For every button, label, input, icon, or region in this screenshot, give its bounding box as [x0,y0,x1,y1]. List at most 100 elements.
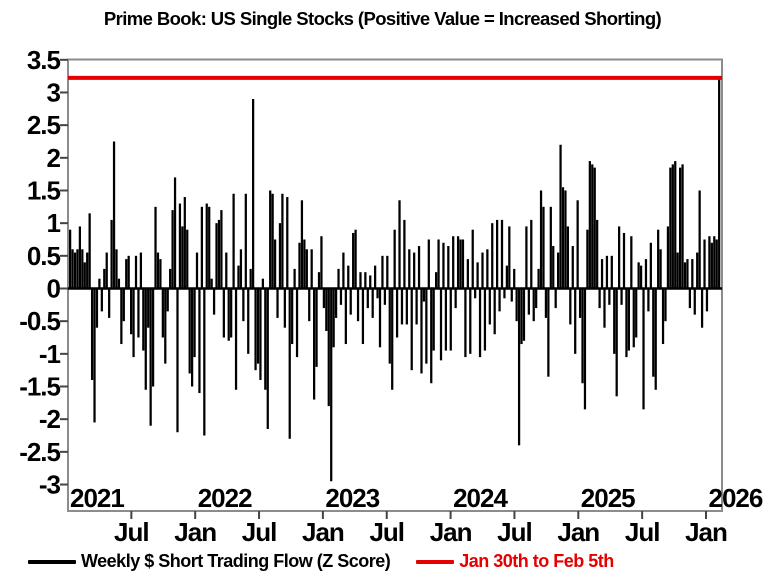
bar [591,164,594,289]
bar [537,268,540,289]
bar [151,288,155,387]
x-tick-label: Jul [369,517,404,547]
bar [181,226,184,289]
x-tick-label: Jul [242,517,277,547]
year-label: 2024 [453,483,508,513]
bar [217,219,221,289]
red-line-swatch-icon [416,559,455,564]
bar [137,288,140,338]
y-tick-label: 1 [47,208,61,238]
bar [398,200,401,289]
bar [144,288,147,390]
bar [403,219,406,289]
bar [327,288,330,407]
bar [395,288,399,338]
bar [71,249,74,289]
bar [205,203,208,289]
bar [208,206,211,289]
bar [105,252,108,289]
bar [469,288,472,354]
bar [432,288,435,351]
bar [713,236,716,289]
bar [649,242,652,289]
bar [539,190,543,289]
bar [388,288,391,364]
bar [283,288,286,328]
x-tick-label: Jul [497,517,532,547]
bar [661,288,665,345]
legend: Weekly $ Short Trading Flow (Z Score) Ja… [28,551,614,572]
bar [415,288,418,325]
bar [408,249,411,289]
bar [378,288,382,348]
bar [164,288,167,364]
bar [517,288,521,446]
bar [212,288,216,315]
bar [466,259,469,289]
bar [169,268,172,289]
y-tick-label: -2 [39,404,61,434]
bar [95,288,99,328]
bar [549,206,552,289]
bar [234,288,238,390]
x-tick-label: Jul [625,517,660,547]
bar [295,288,299,358]
y-tick-label: 0 [47,274,61,304]
bar [371,288,374,318]
year-label: 2025 [581,483,635,513]
bar [300,200,304,289]
y-tick-label: -2.5 [19,437,60,467]
bar [613,288,616,354]
bar [286,197,289,289]
bar [700,288,704,328]
bar [491,223,494,289]
bar [520,288,523,345]
bar [405,288,408,325]
bar [322,288,326,309]
bar [252,99,255,289]
bar [222,288,225,338]
bar [383,288,387,305]
bar [166,288,169,312]
bar [281,193,284,289]
bar [444,288,448,351]
bar [203,288,206,436]
bar [359,272,362,289]
bar [132,288,135,358]
bar [505,265,509,289]
bar [303,239,306,289]
bar [400,288,404,325]
bar [508,226,511,289]
bar [618,226,621,289]
bar [574,288,577,354]
bar [569,288,572,325]
bar [191,288,194,387]
bar [225,252,228,289]
x-tick-label: Jul [114,517,149,547]
bar [561,187,565,289]
year-label: 2026 [709,483,763,513]
bar [417,246,421,289]
bar [349,288,352,315]
bar [83,262,86,289]
bar [696,252,699,289]
bar [125,259,128,289]
bar [193,288,196,358]
bar [664,288,667,322]
bar [559,144,562,289]
bar [486,249,489,289]
bar [364,272,367,289]
bar [630,236,633,289]
bar [256,288,260,364]
bar [474,288,477,299]
bar [339,288,343,305]
bar [310,249,313,289]
year-label: 2022 [198,483,252,513]
bar [171,210,174,289]
bar [547,288,550,377]
bar [564,190,567,289]
bar [659,249,662,289]
bar [195,252,199,289]
